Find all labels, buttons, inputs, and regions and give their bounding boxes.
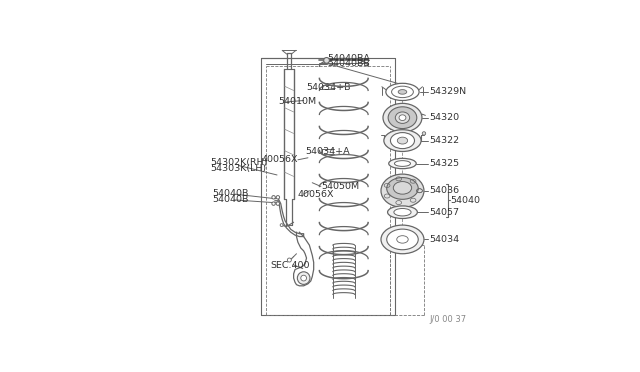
Circle shape — [272, 202, 275, 205]
Ellipse shape — [388, 107, 417, 129]
Text: 54034: 54034 — [429, 235, 460, 244]
Text: 54057: 54057 — [429, 208, 460, 217]
Text: 54303K(LH): 54303K(LH) — [211, 164, 267, 173]
Ellipse shape — [384, 130, 421, 151]
Text: 54040BB: 54040BB — [327, 59, 370, 68]
Ellipse shape — [398, 90, 407, 94]
Text: 40056X: 40056X — [261, 155, 298, 164]
Circle shape — [422, 132, 426, 135]
Text: 40056X: 40056X — [298, 190, 334, 199]
Ellipse shape — [388, 206, 417, 218]
Circle shape — [272, 196, 275, 199]
Text: 54034+A: 54034+A — [306, 147, 350, 156]
Circle shape — [298, 272, 310, 284]
Ellipse shape — [387, 177, 418, 199]
Ellipse shape — [381, 225, 424, 254]
Text: 54322: 54322 — [429, 136, 460, 145]
Text: 54040: 54040 — [450, 196, 480, 205]
Text: J/0 00 37: J/0 00 37 — [429, 315, 467, 324]
Ellipse shape — [386, 83, 419, 100]
Text: 54034+B: 54034+B — [307, 83, 351, 92]
Text: 54040B: 54040B — [212, 189, 248, 198]
Text: 54325: 54325 — [429, 159, 460, 168]
Text: 54302K(RH): 54302K(RH) — [211, 158, 268, 167]
Circle shape — [287, 258, 291, 262]
Ellipse shape — [381, 174, 424, 207]
Ellipse shape — [383, 103, 422, 132]
Ellipse shape — [388, 158, 416, 169]
Ellipse shape — [394, 208, 411, 216]
Circle shape — [301, 275, 307, 281]
Circle shape — [324, 58, 330, 63]
Text: 54040BA: 54040BA — [327, 54, 370, 62]
Text: 54050M: 54050M — [321, 182, 360, 191]
Text: SEC.400: SEC.400 — [270, 261, 310, 270]
Ellipse shape — [399, 115, 406, 121]
Ellipse shape — [396, 112, 410, 124]
Text: 54329N: 54329N — [429, 87, 467, 96]
Ellipse shape — [394, 161, 410, 166]
Text: 54320: 54320 — [429, 113, 460, 122]
Circle shape — [276, 202, 280, 205]
Text: 54036: 54036 — [429, 186, 460, 195]
Ellipse shape — [394, 182, 412, 194]
Text: 54040B: 54040B — [212, 195, 248, 204]
Text: 54010M: 54010M — [278, 97, 316, 106]
Circle shape — [276, 196, 280, 199]
Circle shape — [280, 224, 283, 227]
Ellipse shape — [397, 137, 408, 144]
Ellipse shape — [387, 229, 418, 250]
Ellipse shape — [390, 132, 415, 149]
